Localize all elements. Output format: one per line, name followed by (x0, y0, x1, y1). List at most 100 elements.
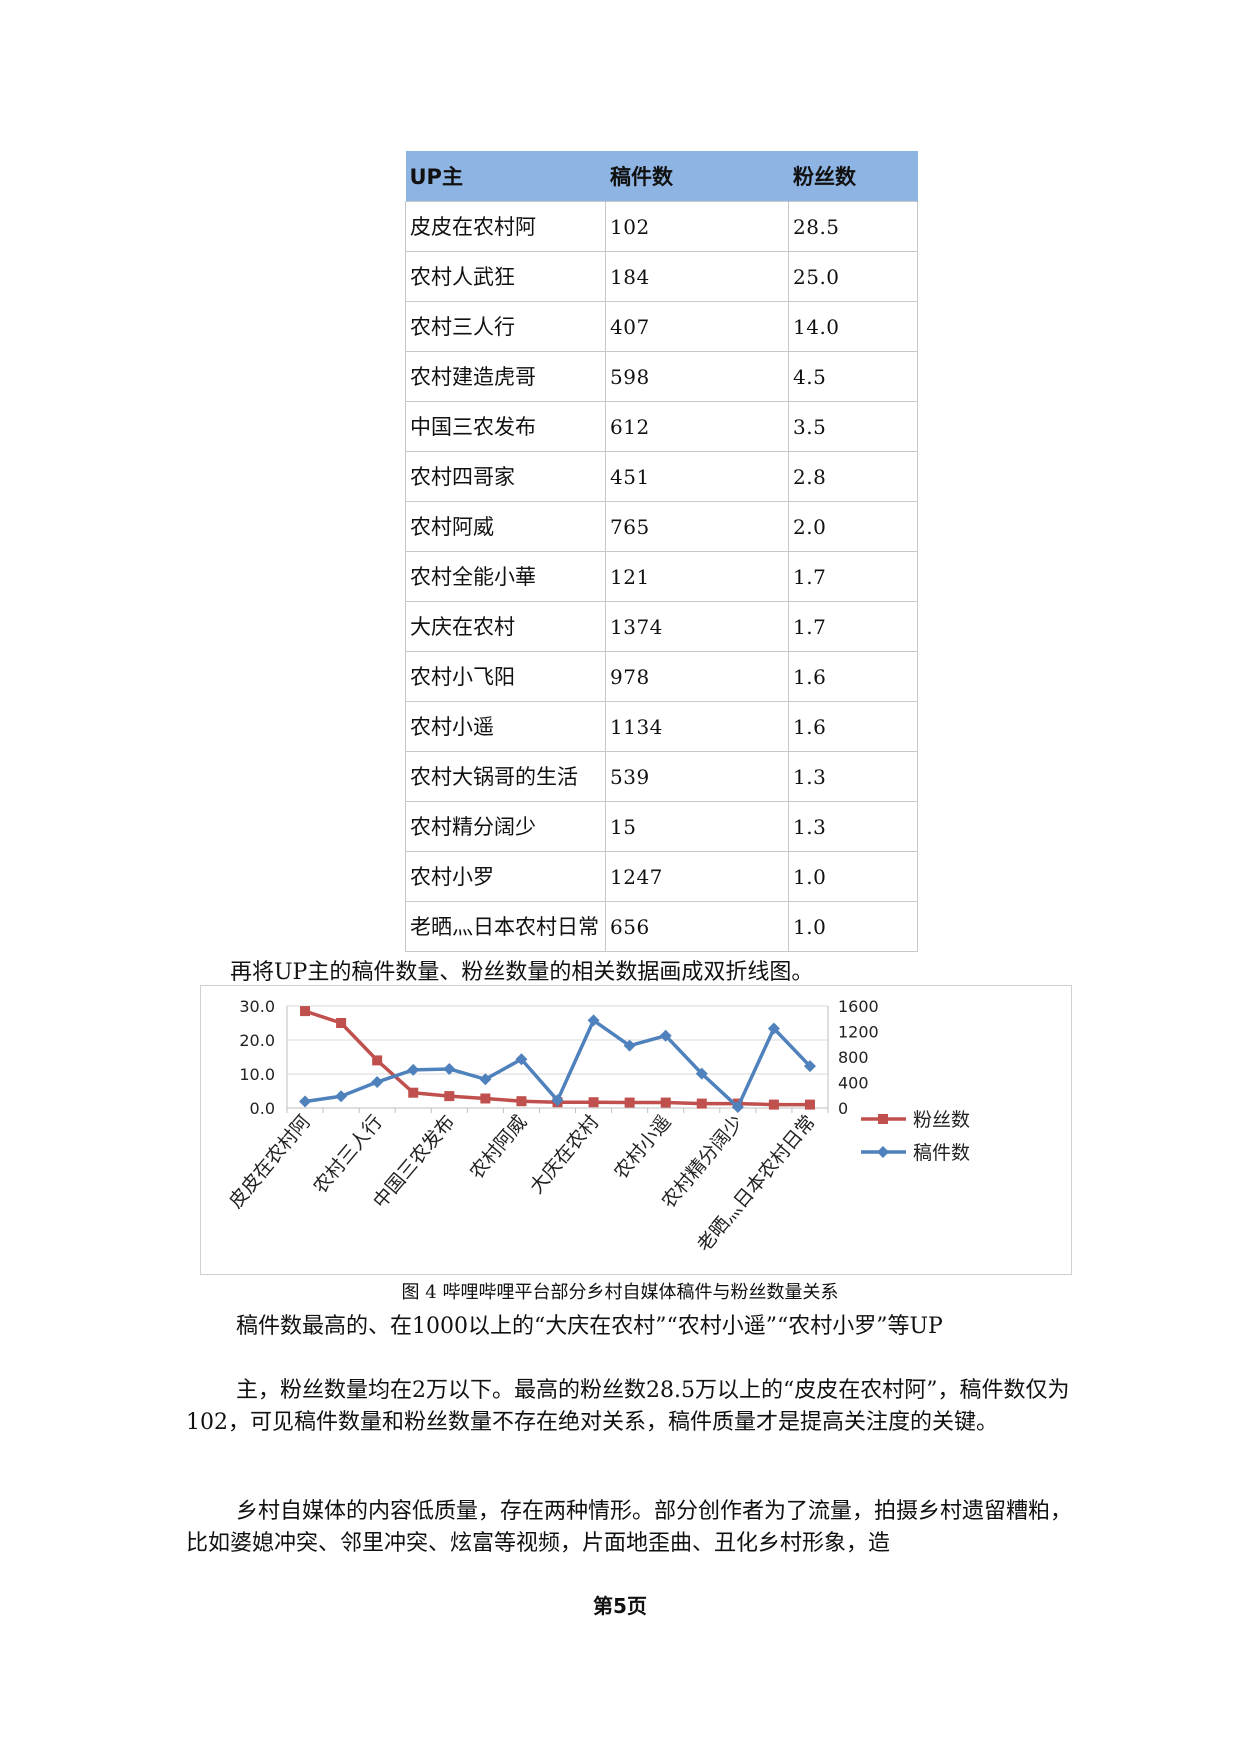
cell-fans: 2.0 (788, 501, 918, 552)
posts-point (479, 1073, 492, 1086)
cell-posts: 1247 (605, 851, 789, 902)
posts-point (695, 1067, 708, 1080)
dual-line-chart: 30.0 20.0 10.0 0.0 1600 1200 800 400 0 皮皮在农村阿 农村三人… (200, 985, 1072, 1275)
cell-up-name: 农村建造虎哥 (405, 351, 606, 402)
cell-fans: 2.8 (788, 451, 918, 502)
table-row: 农村阿威 765 2.0 (405, 501, 918, 552)
header-fans: 粉丝数 (788, 151, 918, 202)
paragraph-2: 主，粉丝数量均在2万以下。最高的粉丝数28.5万以上的“皮皮在农村阿”，稿件数仅… (186, 1378, 1070, 1435)
cell-posts: 451 (605, 451, 789, 502)
cell-fans: 1.0 (788, 901, 918, 952)
cell-fans: 1.6 (788, 651, 918, 702)
cell-fans: 14.0 (788, 301, 918, 352)
posts-point (371, 1076, 384, 1089)
table-row: 农村建造虎哥 598 4.5 (405, 351, 918, 402)
y-left-tick-label: 10.0 (239, 1065, 275, 1084)
cell-fans: 1.6 (788, 701, 918, 752)
table-body: 皮皮在农村阿 102 28.5 农村人武狂 184 25.0 农村三人行 407 14.0 农村建… (405, 201, 918, 952)
cell-up-name: 农村小飞阳 (405, 651, 606, 702)
cell-up-name: 农村精分阔少 (405, 801, 606, 852)
fans-point (408, 1087, 419, 1098)
cell-posts: 1374 (605, 601, 789, 652)
cell-up-name: 农村大锅哥的生活 (405, 751, 606, 802)
y-right-tick-label: 800 (838, 1048, 869, 1067)
fans-point (804, 1099, 815, 1110)
page-number: 第5页 (593, 1594, 647, 1618)
y-left-tick-label: 30.0 (239, 997, 275, 1016)
up-stats-table: UP主 稿件数 粉丝数 皮皮在农村阿 102 28.5 农村人武狂 184 25.0 农村三… (405, 151, 918, 952)
paragraph-1: 稿件数最高的、在1000以上的“大庆在农村”“农村小遥”“农村小罗”等UP (236, 1314, 943, 1339)
fans-point (624, 1097, 635, 1108)
legend-label: 粉丝数 (913, 1109, 970, 1131)
fans-point (660, 1097, 671, 1108)
x-category-label: 农村小遥 (610, 1111, 676, 1183)
cell-posts: 121 (605, 551, 789, 602)
cell-fans: 28.5 (788, 201, 918, 252)
x-category-label: 农村三人行 (309, 1111, 387, 1198)
posts-point (407, 1063, 420, 1076)
fans-point (516, 1096, 527, 1107)
cell-posts: 15 (605, 801, 789, 852)
cell-fans: 1.0 (788, 851, 918, 902)
cell-fans: 1.7 (788, 551, 918, 602)
posts-point (443, 1062, 456, 1075)
posts-point (731, 1101, 744, 1114)
legend-marker (877, 1146, 889, 1158)
cell-fans: 3.5 (788, 401, 918, 452)
cell-posts: 656 (605, 901, 789, 952)
table-row: 农村大锅哥的生活 539 1.3 (405, 751, 918, 802)
x-category-label: 大庆在农村 (525, 1111, 603, 1198)
posts-point (659, 1029, 672, 1042)
paragraph-3: 乡村自媒体的内容低质量，存在两种情形。部分创作者为了流量，拍摄乡村遗留糟粕，比如… (186, 1499, 1073, 1556)
table-row: 农村小飞阳 978 1.6 (405, 651, 918, 702)
cell-up-name: 大庆在农村 (405, 601, 606, 652)
cell-fans: 1.3 (788, 801, 918, 852)
fans-point (300, 1006, 311, 1017)
posts-point (623, 1039, 636, 1052)
cell-up-name: 农村阿威 (405, 501, 606, 552)
x-category-label: 农村阿威 (466, 1111, 532, 1183)
cell-posts: 539 (605, 751, 789, 802)
y-left-tick-label: 20.0 (239, 1031, 275, 1050)
cell-posts: 978 (605, 651, 789, 702)
table-row: 农村人武狂 184 25.0 (405, 251, 918, 302)
y-right-tick-label: 0 (838, 1099, 848, 1118)
table-row: 老晒灬日本农村日常 656 1.0 (405, 901, 918, 952)
posts-point (551, 1094, 564, 1107)
cell-fans: 1.3 (788, 751, 918, 802)
fans-point (444, 1091, 455, 1102)
y-right-tick-label: 1600 (838, 997, 879, 1016)
table-row: 中国三农发布 612 3.5 (405, 401, 918, 452)
table-row: 农村小罗 1247 1.0 (405, 851, 918, 902)
fans-point (480, 1093, 491, 1104)
cell-up-name: 农村三人行 (405, 301, 606, 352)
table-row: 农村小遥 1134 1.6 (405, 701, 918, 752)
cell-posts: 598 (605, 351, 789, 402)
y-right-tick-label: 400 (838, 1074, 869, 1093)
posts-point (515, 1053, 528, 1066)
cell-posts: 102 (605, 201, 789, 252)
posts-point (335, 1090, 348, 1103)
table-row: 农村四哥家 451 2.8 (405, 451, 918, 502)
cell-up-name: 中国三农发布 (405, 401, 606, 452)
cell-up-name: 农村人武狂 (405, 251, 606, 302)
table-row: 农村全能小華 121 1.7 (405, 551, 918, 602)
cell-fans: 25.0 (788, 251, 918, 302)
cell-posts: 612 (605, 401, 789, 452)
cell-fans: 4.5 (788, 351, 918, 402)
table-row: 农村三人行 407 14.0 (405, 301, 918, 352)
table-row: 皮皮在农村阿 102 28.5 (405, 201, 918, 252)
cell-posts: 1134 (605, 701, 789, 752)
header-posts: 稿件数 (605, 151, 789, 202)
chart-intro-text: 再将UP主的稿件数量、粉丝数量的相关数据画成双折线图。 (230, 960, 814, 985)
cell-posts: 765 (605, 501, 789, 552)
figure-caption: 图 4 哔哩哔哩平台部分乡村自媒体稿件与粉丝数量关系 (401, 1282, 839, 1303)
chart-svg: 30.0 20.0 10.0 0.0 1600 1200 800 400 0 皮皮在农村阿农村三人… (225, 997, 970, 1256)
posts-point (587, 1014, 600, 1027)
cell-posts: 184 (605, 251, 789, 302)
posts-point (803, 1060, 816, 1073)
fans-point (372, 1055, 383, 1066)
cell-up-name: 农村四哥家 (405, 451, 606, 502)
cell-fans: 1.7 (788, 601, 918, 652)
fans-point (588, 1097, 599, 1108)
